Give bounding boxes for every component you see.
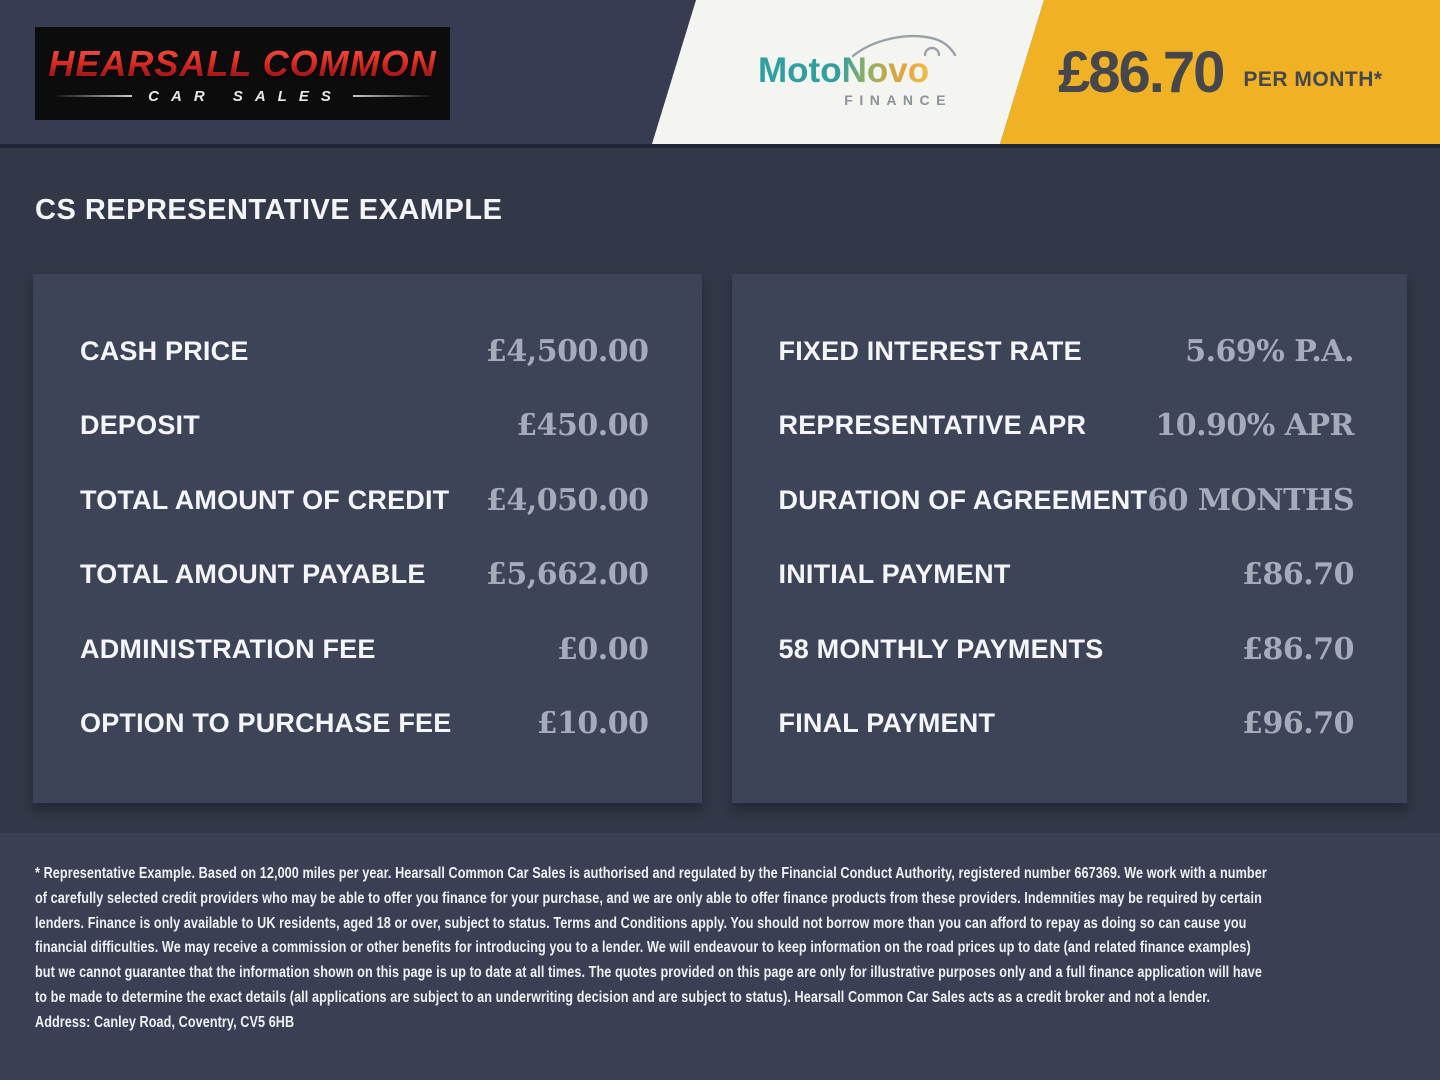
finance-row-label: FINAL PAYMENT xyxy=(778,707,996,738)
finance-row: OPTION TO PURCHASE FEE £10.00 xyxy=(80,706,649,741)
header: HEARSALL COMMON CAR SALES MotoNovo FINAN… xyxy=(0,0,1440,148)
finance-row-value: £5,662.00 xyxy=(486,557,649,593)
finance-row: ADMINISTRATION FEE £0.00 xyxy=(80,632,649,667)
lender-brand-name: MotoNovo xyxy=(758,53,953,88)
finance-row: FIXED INTEREST RATE 5.69% P.A. xyxy=(778,334,1355,369)
dealer-name: HEARSALL COMMON xyxy=(48,42,437,84)
finance-row-value: 60 MONTHS xyxy=(1147,482,1354,518)
finance-row: DURATION OF AGREEMENT 60 MONTHS xyxy=(778,482,1355,518)
finance-row: REPRESENTATIVE APR 10.90% APR xyxy=(778,408,1355,444)
footer: * Representative Example. Based on 12,00… xyxy=(0,833,1440,1080)
finance-panels: CASH PRICE £4,500.00 DEPOSIT £450.00 TOT… xyxy=(33,274,1407,803)
dealer-logo: HEARSALL COMMON CAR SALES xyxy=(35,27,450,120)
finance-row-label: TOTAL AMOUNT PAYABLE xyxy=(80,559,426,590)
finance-row-value: 10.90% APR xyxy=(1155,408,1354,444)
finance-row-label: CASH PRICE xyxy=(80,336,249,366)
tagline-left-rule xyxy=(52,95,133,97)
finance-panel-left: CASH PRICE £4,500.00 DEPOSIT £450.00 TOT… xyxy=(33,274,702,803)
lender-brand-part1: Moto xyxy=(758,51,842,90)
dealer-tagline-row: CAR SALES xyxy=(35,88,450,105)
lender-brand-subtitle: FINANCE xyxy=(844,92,952,108)
finance-row: TOTAL AMOUNT PAYABLE £5,662.00 xyxy=(80,557,649,592)
lender-brand-part2: Novo xyxy=(841,51,930,90)
finance-row-value: £450.00 xyxy=(516,408,649,444)
finance-row-label: DURATION OF AGREEMENT xyxy=(778,484,1148,515)
finance-row-value: £86.70 xyxy=(1242,631,1354,667)
finance-row: INITIAL PAYMENT £86.70 xyxy=(778,557,1355,593)
main-content: CS REPRESENTATIVE EXAMPLE CASH PRICE £4,… xyxy=(0,194,1440,803)
finance-row-label: REPRESENTATIVE APR xyxy=(778,410,1087,441)
finance-row-value: £86.70 xyxy=(1242,557,1354,593)
finance-row-label: DEPOSIT xyxy=(80,410,200,441)
monthly-price-amount: £86.70 xyxy=(1058,39,1225,105)
car-outline-icon xyxy=(851,34,957,58)
finance-row-label: TOTAL AMOUNT OF CREDIT xyxy=(80,484,450,515)
finance-row-value: 5.69% P.A. xyxy=(1185,334,1354,369)
finance-row-value: £4,050.00 xyxy=(486,482,649,518)
finance-row-label: INITIAL PAYMENT xyxy=(778,559,1011,590)
finance-row: CASH PRICE £4,500.00 xyxy=(80,334,649,369)
finance-row-label: OPTION TO PURCHASE FEE xyxy=(80,707,452,738)
dealer-tagline: CAR SALES xyxy=(148,87,343,105)
finance-row: TOTAL AMOUNT OF CREDIT £4,050.00 xyxy=(80,483,649,518)
lender-logo: MotoNovo FINANCE xyxy=(758,30,957,108)
monthly-price-suffix: PER MONTH* xyxy=(1243,68,1383,91)
finance-row-label: ADMINISTRATION FEE xyxy=(80,633,376,664)
tagline-right-rule xyxy=(352,95,433,97)
finance-row-value: £96.70 xyxy=(1242,705,1354,741)
finance-row: FINAL PAYMENT £96.70 xyxy=(778,705,1355,741)
monthly-price-banner: £86.70 PER MONTH* xyxy=(1058,0,1383,144)
finance-row-value: £0.00 xyxy=(557,631,649,667)
finance-row-value: £4,500.00 xyxy=(486,334,649,369)
finance-row: DEPOSIT £450.00 xyxy=(80,408,649,443)
page-title: CS REPRESENTATIVE EXAMPLE xyxy=(35,194,503,226)
finance-row-label: 58 MONTHLY PAYMENTS xyxy=(778,633,1104,664)
finance-panel-right: FIXED INTEREST RATE 5.69% P.A. REPRESENT… xyxy=(731,274,1407,803)
finance-row-label: FIXED INTEREST RATE xyxy=(778,336,1082,366)
finance-row-value: £10.00 xyxy=(536,705,649,741)
legal-disclaimer: * Representative Example. Based on 12,00… xyxy=(35,865,1267,1031)
finance-row: 58 MONTHLY PAYMENTS £86.70 xyxy=(778,631,1355,667)
